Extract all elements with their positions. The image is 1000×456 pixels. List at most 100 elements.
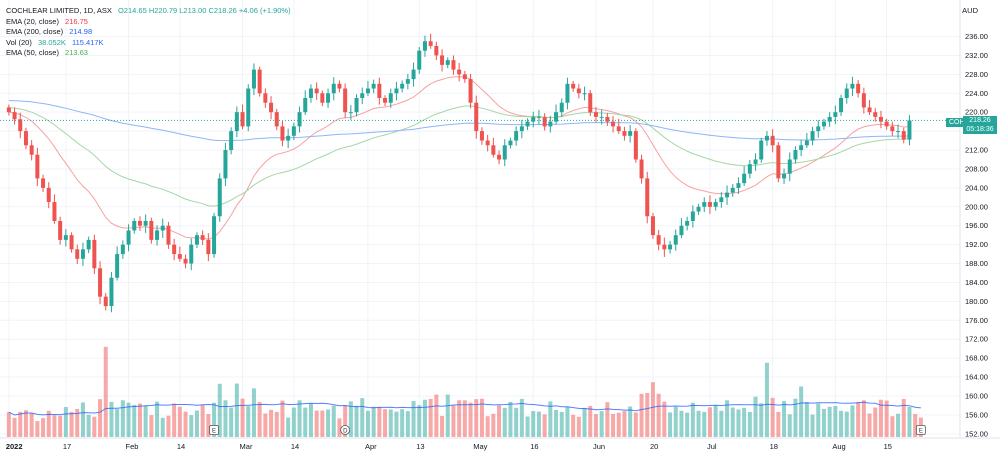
candle-body bbox=[565, 83, 570, 103]
candle-body bbox=[867, 107, 872, 113]
candle-body bbox=[115, 254, 120, 278]
candle-body bbox=[571, 83, 576, 89]
candle-body bbox=[377, 83, 382, 98]
volume-bar bbox=[143, 405, 148, 437]
candle-body bbox=[286, 135, 291, 141]
candle-body bbox=[223, 150, 228, 179]
volume-bar bbox=[103, 346, 108, 437]
candle-body bbox=[896, 131, 901, 133]
volume-bar bbox=[326, 409, 331, 437]
volume-bar bbox=[126, 402, 131, 437]
volume-bar bbox=[189, 415, 194, 437]
candle-body bbox=[593, 112, 598, 117]
volume-bar bbox=[343, 405, 348, 437]
candle-body bbox=[599, 116, 604, 118]
volume-bar bbox=[753, 396, 758, 437]
legend-vol-label: Vol (20) bbox=[6, 37, 32, 47]
candle-body bbox=[707, 202, 712, 207]
volume-bar bbox=[861, 400, 866, 437]
price-tick-label: 176.00 bbox=[965, 316, 988, 325]
volume-bar bbox=[542, 414, 547, 437]
candle-body bbox=[320, 93, 325, 103]
volume-bar bbox=[29, 412, 34, 437]
candle-body bbox=[69, 235, 74, 250]
candle-body bbox=[263, 93, 268, 103]
bar-countdown: 05:18:36 bbox=[966, 126, 994, 133]
volume-bar bbox=[229, 407, 234, 437]
candle-body bbox=[41, 178, 46, 188]
price-axis[interactable]: 236.00232.00228.00224.00220.00216.00212.… bbox=[959, 0, 988, 438]
candle-body bbox=[890, 126, 895, 132]
candle-body bbox=[696, 206, 701, 212]
volume-bar bbox=[662, 401, 667, 437]
volume-bar bbox=[804, 402, 809, 437]
volume-bar bbox=[633, 412, 638, 437]
price-tick-label: 164.00 bbox=[965, 373, 988, 382]
candle-body bbox=[554, 112, 559, 122]
volume-bar bbox=[799, 386, 804, 437]
volume-bar bbox=[18, 411, 23, 437]
candle-body bbox=[92, 239, 97, 269]
currency-label: AUD bbox=[962, 6, 978, 15]
legend-ema200-row: EMA (200, close) 214.98 bbox=[6, 27, 291, 38]
time-axis[interactable]: 2022 17 Feb 14 Mar 14 Apr 13 May 16 Jun 20 Jul 18 Aug 1… bbox=[0, 425, 1000, 452]
volume-bar bbox=[320, 410, 325, 437]
candle-body bbox=[103, 296, 108, 307]
volume-bar bbox=[536, 411, 541, 437]
volume-bar bbox=[251, 388, 256, 437]
volume-bar bbox=[160, 417, 165, 437]
candle-body bbox=[673, 235, 678, 245]
volume-bar bbox=[548, 401, 553, 437]
volume-bar bbox=[896, 413, 901, 437]
event-marker: E bbox=[209, 425, 219, 435]
candle-body bbox=[98, 268, 103, 297]
volume-bar bbox=[274, 411, 279, 437]
candle-body bbox=[166, 225, 171, 245]
candle-body bbox=[240, 112, 245, 127]
candle-body bbox=[611, 121, 616, 127]
volume-bar bbox=[856, 401, 861, 437]
volume-bar bbox=[645, 392, 650, 437]
candle-body bbox=[63, 235, 68, 240]
candle-body bbox=[873, 112, 878, 117]
volume-bar bbox=[719, 410, 724, 437]
legend-ema20-value: 216.75 bbox=[65, 16, 88, 26]
candle-body bbox=[656, 235, 661, 245]
legend-ema200-label: EMA (200, close) bbox=[6, 27, 64, 36]
time-tick-label: 20 bbox=[650, 442, 658, 451]
time-tick-label: 16 bbox=[530, 442, 538, 451]
price-tick-label: 184.00 bbox=[965, 278, 988, 287]
candle-body bbox=[485, 140, 490, 146]
candle-body bbox=[850, 83, 855, 89]
event-marker: E bbox=[915, 425, 926, 435]
time-tick-label: 15 bbox=[884, 442, 892, 451]
candle-body bbox=[713, 202, 718, 207]
volume-bar bbox=[593, 414, 598, 437]
time-tick-label: Jul bbox=[707, 442, 717, 451]
volume-bar bbox=[770, 397, 775, 437]
candle-body bbox=[645, 178, 650, 217]
volume-bar bbox=[183, 411, 188, 437]
volume-bar bbox=[844, 411, 849, 437]
candle-body bbox=[314, 88, 319, 94]
candle-body bbox=[582, 93, 587, 95]
candle-body bbox=[440, 55, 445, 65]
volume-bar bbox=[46, 410, 51, 437]
legend-ema200-value: 214.98 bbox=[69, 27, 93, 36]
volume-bar bbox=[246, 406, 251, 437]
candle-body bbox=[616, 126, 621, 132]
candle-body bbox=[132, 220, 137, 231]
symbol-badge: COH bbox=[946, 118, 968, 127]
legend-ema50-label: EMA (50, close) bbox=[6, 48, 59, 57]
volume-bar bbox=[679, 410, 684, 437]
volume-bar bbox=[377, 406, 382, 437]
volume-bar bbox=[616, 412, 621, 437]
candle-body bbox=[137, 220, 142, 226]
candle-body bbox=[497, 154, 502, 160]
candle-body bbox=[280, 126, 285, 141]
volume-bar bbox=[303, 407, 308, 437]
candle-body bbox=[217, 178, 222, 217]
candle-body bbox=[827, 116, 832, 122]
candle-body bbox=[274, 112, 279, 127]
